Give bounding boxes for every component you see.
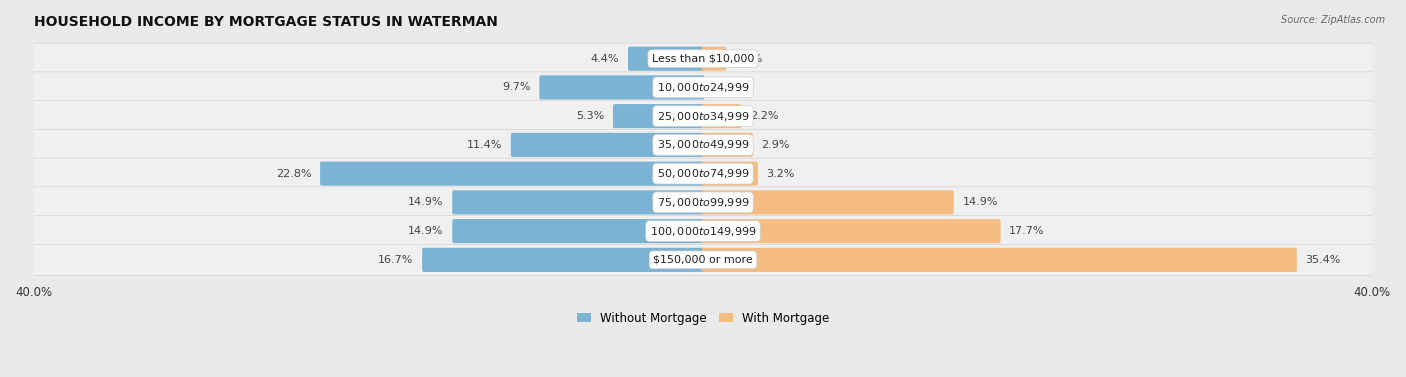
FancyBboxPatch shape — [540, 75, 704, 100]
Text: 16.7%: 16.7% — [378, 255, 413, 265]
FancyBboxPatch shape — [453, 190, 704, 215]
Text: $100,000 to $149,999: $100,000 to $149,999 — [650, 225, 756, 238]
Text: 9.7%: 9.7% — [502, 83, 530, 92]
FancyBboxPatch shape — [32, 101, 1374, 132]
FancyBboxPatch shape — [702, 133, 752, 157]
Text: 11.4%: 11.4% — [467, 140, 502, 150]
FancyBboxPatch shape — [32, 129, 1374, 161]
FancyBboxPatch shape — [32, 244, 1374, 275]
Text: $50,000 to $74,999: $50,000 to $74,999 — [657, 167, 749, 180]
FancyBboxPatch shape — [628, 47, 704, 71]
Text: Source: ZipAtlas.com: Source: ZipAtlas.com — [1281, 15, 1385, 25]
FancyBboxPatch shape — [702, 104, 741, 128]
Text: 0.0%: 0.0% — [713, 83, 741, 92]
FancyBboxPatch shape — [702, 248, 1296, 272]
Text: 2.9%: 2.9% — [762, 140, 790, 150]
Text: $10,000 to $24,999: $10,000 to $24,999 — [657, 81, 749, 94]
FancyBboxPatch shape — [32, 187, 1374, 218]
Text: 2.2%: 2.2% — [749, 111, 779, 121]
FancyBboxPatch shape — [702, 190, 953, 215]
FancyBboxPatch shape — [510, 133, 704, 157]
FancyBboxPatch shape — [321, 162, 704, 186]
Legend: Without Mortgage, With Mortgage: Without Mortgage, With Mortgage — [572, 307, 834, 329]
FancyBboxPatch shape — [702, 47, 725, 71]
Text: 14.9%: 14.9% — [963, 198, 998, 207]
Text: Less than $10,000: Less than $10,000 — [652, 54, 754, 64]
Text: 14.9%: 14.9% — [408, 198, 443, 207]
FancyBboxPatch shape — [422, 248, 704, 272]
Text: $25,000 to $34,999: $25,000 to $34,999 — [657, 110, 749, 123]
Text: 17.7%: 17.7% — [1010, 226, 1045, 236]
Text: 22.8%: 22.8% — [276, 169, 311, 179]
FancyBboxPatch shape — [613, 104, 704, 128]
Text: $75,000 to $99,999: $75,000 to $99,999 — [657, 196, 749, 209]
Text: 1.3%: 1.3% — [735, 54, 763, 64]
Text: 35.4%: 35.4% — [1306, 255, 1341, 265]
FancyBboxPatch shape — [702, 162, 758, 186]
FancyBboxPatch shape — [702, 219, 1001, 243]
FancyBboxPatch shape — [32, 43, 1374, 74]
Text: HOUSEHOLD INCOME BY MORTGAGE STATUS IN WATERMAN: HOUSEHOLD INCOME BY MORTGAGE STATUS IN W… — [34, 15, 498, 29]
FancyBboxPatch shape — [32, 216, 1374, 247]
Text: 4.4%: 4.4% — [591, 54, 619, 64]
Text: $150,000 or more: $150,000 or more — [654, 255, 752, 265]
Text: 14.9%: 14.9% — [408, 226, 443, 236]
Text: 5.3%: 5.3% — [576, 111, 605, 121]
FancyBboxPatch shape — [453, 219, 704, 243]
Text: 3.2%: 3.2% — [766, 169, 794, 179]
Text: $35,000 to $49,999: $35,000 to $49,999 — [657, 138, 749, 152]
FancyBboxPatch shape — [32, 158, 1374, 189]
FancyBboxPatch shape — [32, 72, 1374, 103]
